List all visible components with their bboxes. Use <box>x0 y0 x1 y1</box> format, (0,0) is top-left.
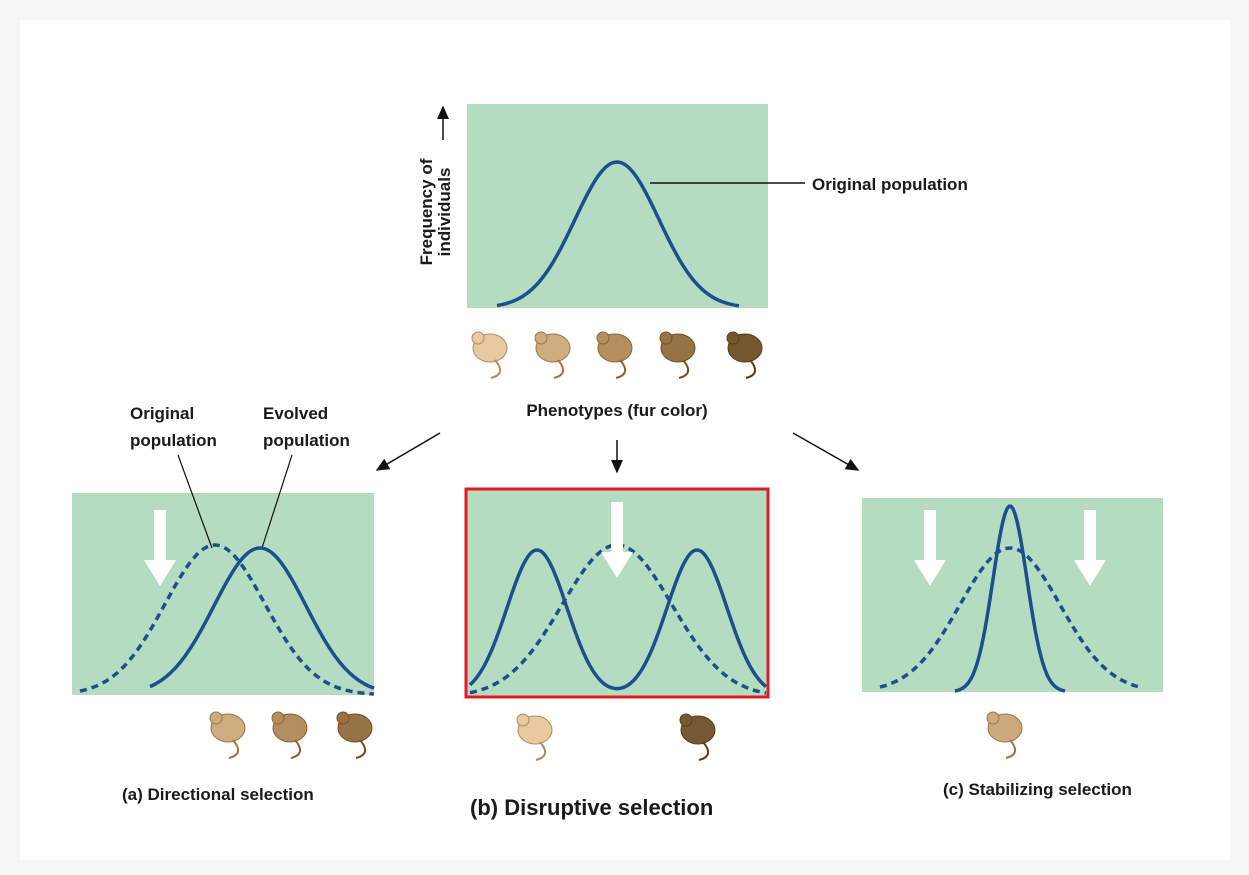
diagram: Original population Frequency of individ… <box>0 0 1249 875</box>
axis-label: Frequency of <box>417 158 436 265</box>
panel-c <box>862 498 1163 692</box>
curve-label: Original population <box>812 175 968 194</box>
evolved-label: population <box>263 431 350 450</box>
caption: (a) Directional selection <box>122 785 314 804</box>
top-panel <box>467 104 768 308</box>
phenotypes-label: Phenotypes (fur color) <box>526 401 707 420</box>
evolved-label: Evolved <box>263 404 328 423</box>
caption: (b) Disruptive selection <box>470 795 713 820</box>
axis-label: individuals <box>435 168 454 257</box>
original-label: population <box>130 431 217 450</box>
panel-a <box>72 493 374 695</box>
original-label: Original <box>130 404 194 423</box>
caption: (c) Stabilizing selection <box>943 780 1132 799</box>
